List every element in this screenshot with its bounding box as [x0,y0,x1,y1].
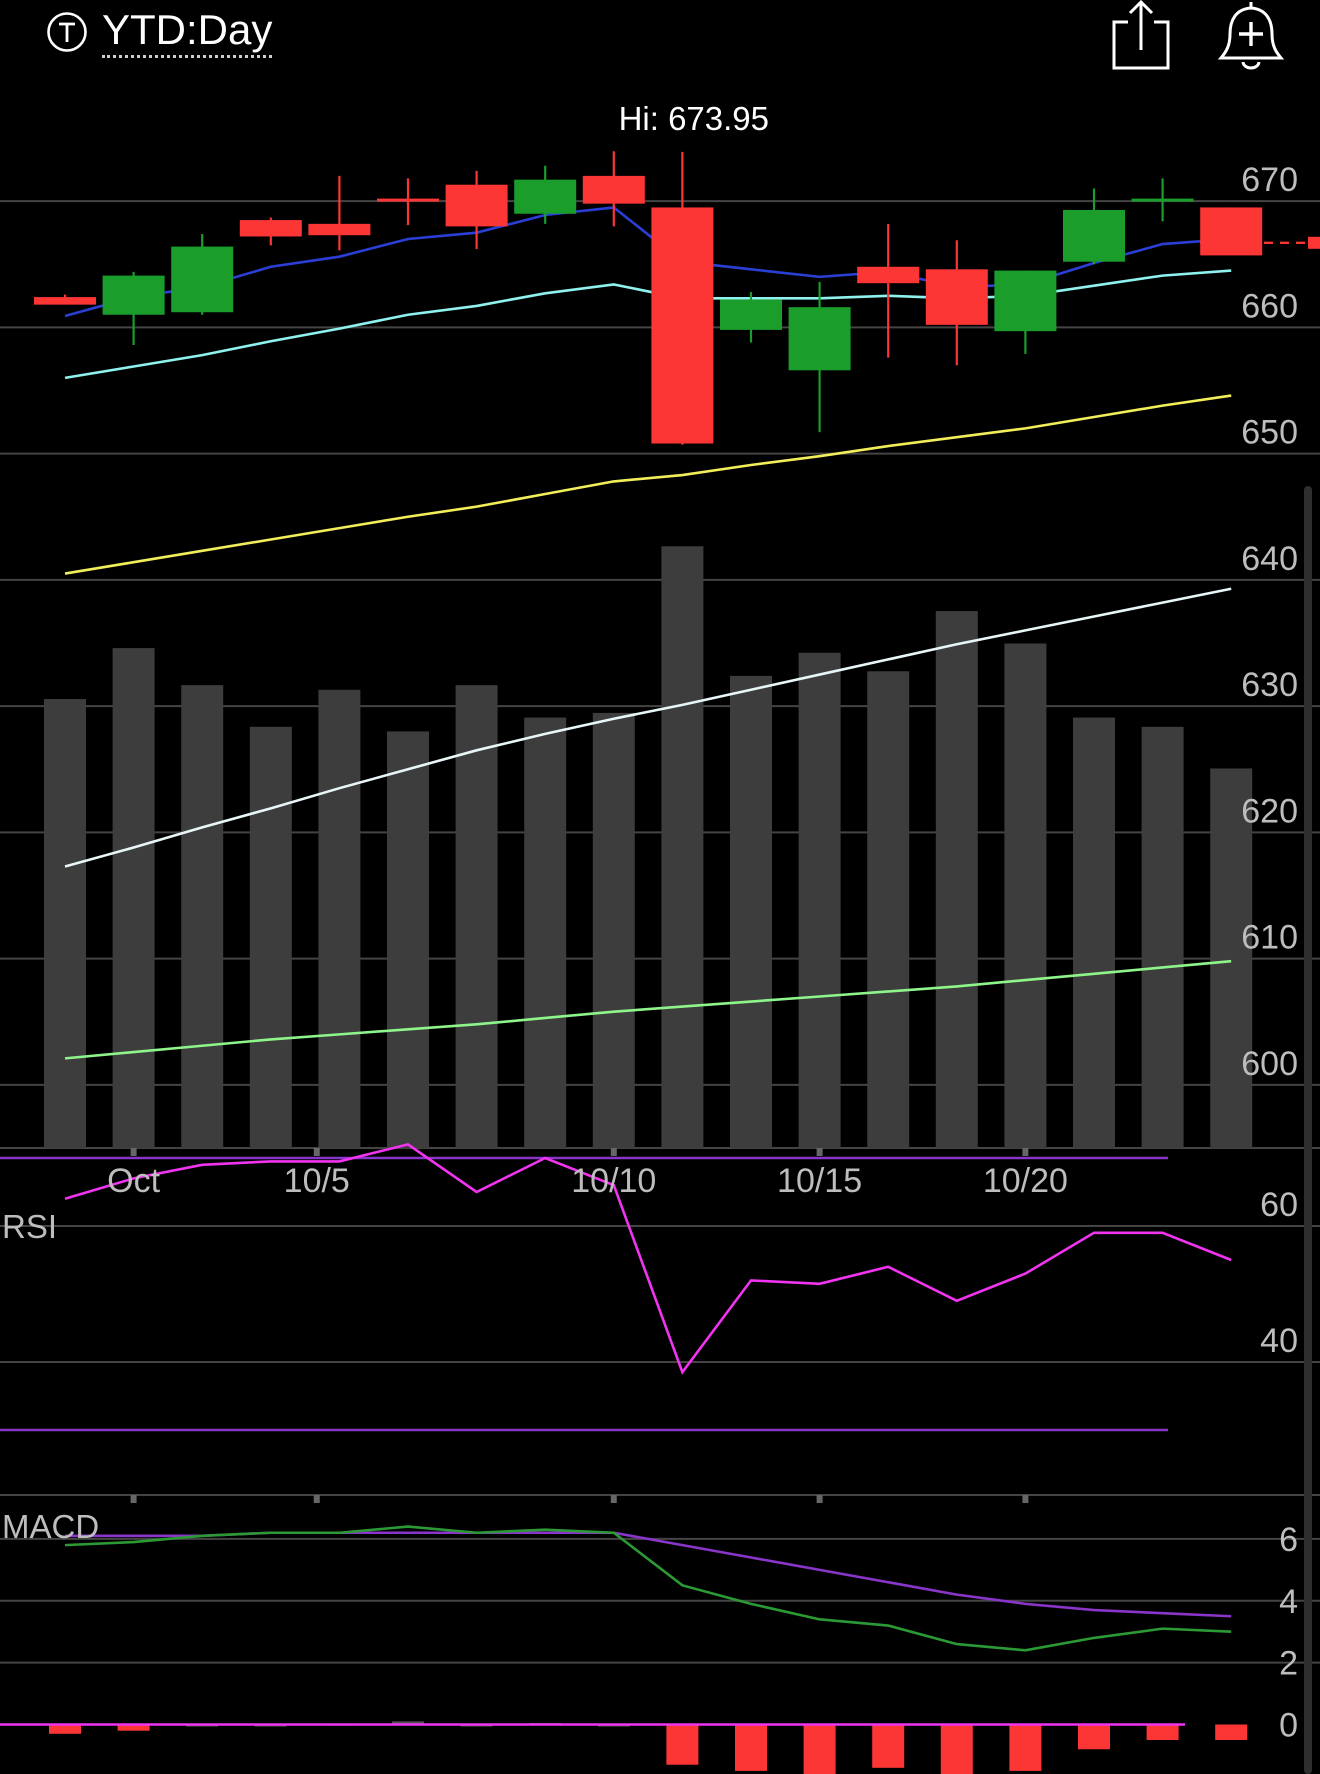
share-icon[interactable] [1110,0,1172,72]
macd-histogram-bar [392,1721,424,1725]
rsi-tick-label: 60 [1260,1186,1298,1224]
price-tick-label: 610 [1241,919,1298,957]
volume-bar [524,717,567,1148]
moving-average-line [64,959,1232,1060]
macd-histogram-bar [1078,1724,1110,1750]
price-tick-label: 620 [1241,792,1298,830]
macd-tick-label: 2 [1279,1645,1298,1683]
macd-line [64,1525,1232,1652]
volume-bar [455,685,498,1148]
period-selector[interactable]: YTD:Day [46,6,273,58]
macd-histogram-bar [872,1724,905,1768]
candle-up[interactable] [1063,209,1125,262]
macd-histogram-bar [117,1724,150,1731]
macd-histogram-bar [1009,1724,1042,1771]
candle-up[interactable] [994,270,1057,332]
macd-histogram-bar [1215,1724,1248,1740]
candle-down[interactable] [1200,207,1263,256]
volume-bar [112,648,155,1148]
volume-bar [181,685,224,1148]
macd-histogram-bar [49,1724,81,1734]
top-bar: YTD:Day [0,0,1320,90]
volume-bar [1004,643,1047,1148]
macd-tick-label: 6 [1279,1521,1298,1559]
macd-signal-line [65,1531,1232,1618]
price-tick-label: 630 [1241,666,1298,704]
moving-average-line [64,587,1232,868]
candle-up[interactable] [171,246,234,313]
volume-bar [1073,717,1115,1148]
candle-down[interactable] [308,223,371,236]
price-tick-label: 650 [1241,414,1298,452]
candle-down[interactable] [377,198,439,202]
date-axis-label: 10/15 [777,1162,862,1200]
candle-up[interactable] [788,307,851,371]
volume-bar [592,712,635,1148]
candle-up[interactable] [514,179,577,214]
macd-label: MACD [2,1508,99,1545]
volume-bar [1141,726,1184,1148]
candle-down[interactable] [857,266,920,284]
candle-down[interactable] [445,184,508,227]
date-axis-label: 10/10 [571,1162,656,1200]
high-price-label: Hi: 673.95 [619,100,769,137]
volume-bar [867,671,910,1148]
volume-bar [1210,768,1253,1148]
volume-bar [249,726,292,1148]
rsi-tick-label: 40 [1260,1322,1298,1360]
price-tick-label: 670 [1241,161,1298,199]
date-axis-label: 10/5 [284,1162,350,1200]
add-alert-icon[interactable] [1218,0,1284,72]
volume-bar [798,652,841,1148]
volume-bar [387,731,429,1148]
last-price-marker [1308,236,1320,249]
macd-tick-label: 4 [1279,1583,1298,1621]
candle-down[interactable] [925,269,988,325]
rsi-label: RSI [2,1208,57,1245]
volume-bar [44,699,86,1148]
price-tick-label: 660 [1241,287,1298,325]
volume-bar [935,611,978,1148]
t-circle-icon [47,12,87,52]
macd-tick-label: 0 [1279,1707,1298,1745]
macd-histogram-bar [735,1724,767,1771]
volume-bar [730,675,772,1148]
candle-down[interactable] [239,220,302,237]
candle-down[interactable] [34,297,96,305]
price-tick-label: 640 [1241,540,1298,578]
macd-histogram-bar [940,1724,973,1774]
date-axis-label: Oct [107,1162,160,1200]
volume-bar [318,689,361,1148]
date-axis-label: 10/20 [983,1162,1068,1200]
macd-histogram-bar [1146,1724,1179,1740]
candle-down[interactable] [651,207,714,444]
candle-down[interactable] [582,175,645,204]
period-label[interactable]: YTD:Day [102,6,273,58]
rsi-line [64,1142,1232,1375]
macd-histogram-bar [803,1724,836,1774]
moving-average-line [64,394,1232,575]
macd-histogram-bar [666,1724,699,1765]
scrollbar[interactable] [1304,486,1312,1774]
volume-bar [661,546,704,1148]
candle-up[interactable] [1131,198,1194,202]
candle-up[interactable] [102,275,165,315]
candle-up[interactable] [720,299,782,330]
price-tick-label: 600 [1241,1045,1298,1083]
